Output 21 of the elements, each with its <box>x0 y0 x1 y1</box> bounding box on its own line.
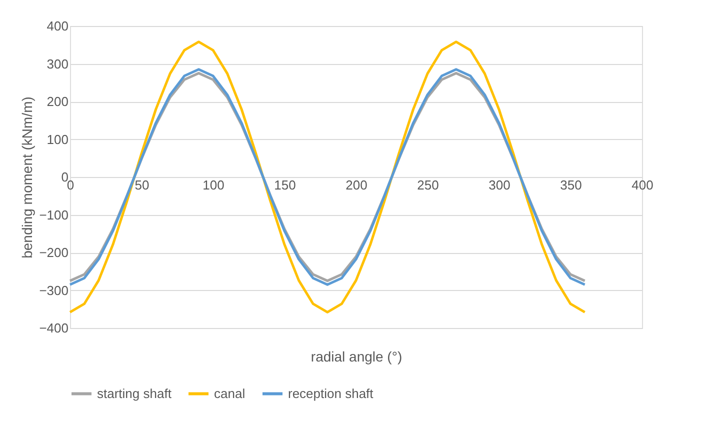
y-tick-label: 200 <box>46 94 68 109</box>
x-tick-label: 250 <box>417 178 439 192</box>
x-tick-label: 200 <box>346 178 368 192</box>
x-tick-label: 100 <box>202 178 224 192</box>
x-tick-label: 300 <box>488 178 510 192</box>
y-tick-label: −400 <box>39 320 68 336</box>
legend-label: reception shaft <box>288 386 374 401</box>
y-tick-label: −300 <box>39 282 68 298</box>
legend-label: canal <box>214 386 246 401</box>
y-tick-label: 100 <box>46 132 68 147</box>
y-tick-label: −100 <box>39 207 68 222</box>
x-tick-label: 50 <box>134 178 150 192</box>
x-tick-label: 400 <box>632 178 654 192</box>
y-axis-title: bending moment (kNm/m) <box>19 96 36 258</box>
legend-label: starting shaft <box>97 386 172 401</box>
y-tick-label: 400 <box>46 18 68 34</box>
y-tick-label: 300 <box>46 56 68 72</box>
x-tick-label: 150 <box>274 178 296 192</box>
y-tick-label: −200 <box>39 245 68 260</box>
x-tick-label: 350 <box>560 178 582 192</box>
x-axis-title: radial angle (°) <box>310 348 402 364</box>
